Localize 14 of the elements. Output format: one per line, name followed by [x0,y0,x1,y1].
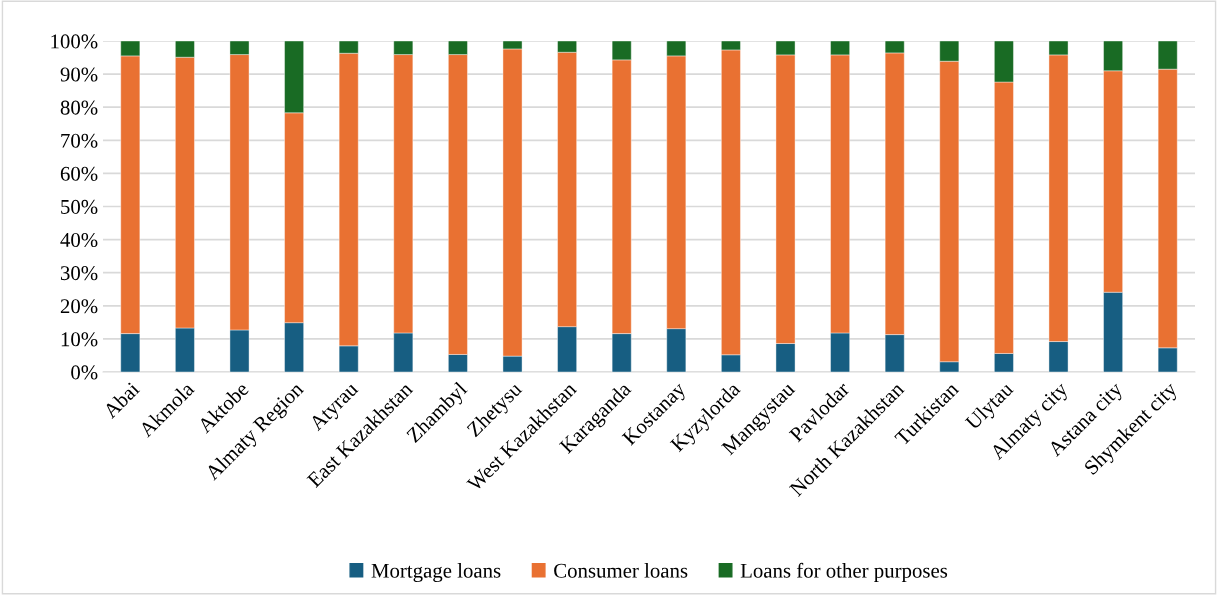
y-tick-label: 20% [60,299,98,314]
y-tick-label: 30% [60,266,98,281]
y-tick-label: 80% [60,100,98,115]
y-tick-label: 100% [51,34,98,49]
y-tick-label: 90% [60,67,98,82]
y-tick-label: 70% [61,133,98,148]
y-tick-label: 50% [61,199,98,214]
y-tick-label: 40% [60,232,98,248]
legend-label: Mortgage loans [371,563,501,583]
y-tick-label: 10% [61,332,98,347]
legend-label: Loans for other purposes [740,562,948,582]
y-tick-label: 60% [60,166,98,181]
legend-label: Consumer loans [554,563,688,578]
y-tick-label: 0% [71,365,98,380]
